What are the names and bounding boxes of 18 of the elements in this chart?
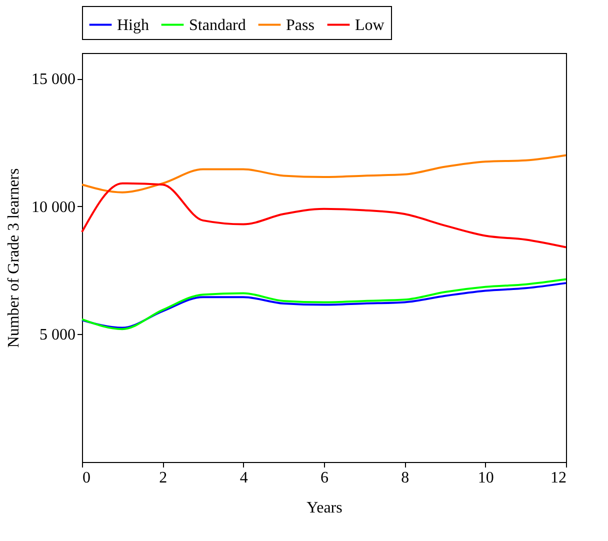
y-tick-label: 10 000 — [32, 198, 76, 216]
x-tick-label: 0 — [82, 470, 90, 486]
y-tick-label: 5 000 — [40, 326, 76, 344]
line-series — [81, 154, 567, 194]
x-tick-label: 4 — [240, 470, 248, 486]
legend-label: Standard — [189, 16, 246, 34]
y-axis-title: Number of Grade 3 learners — [6, 168, 22, 348]
legend-label: High — [117, 16, 149, 34]
y-tick-label: 15 000 — [32, 71, 76, 88]
x-tick-label: 8 — [401, 470, 410, 486]
x-tick-label: 2 — [159, 470, 168, 486]
x-axis-title: Years — [306, 500, 342, 516]
line-series — [81, 182, 567, 248]
legend-label: Low — [355, 16, 385, 34]
x-tick-label: 6 — [320, 470, 328, 486]
x-tick-label: 10 — [478, 470, 494, 486]
legend-label: Pass — [286, 16, 314, 34]
x-tick-label: 12 — [550, 470, 566, 486]
